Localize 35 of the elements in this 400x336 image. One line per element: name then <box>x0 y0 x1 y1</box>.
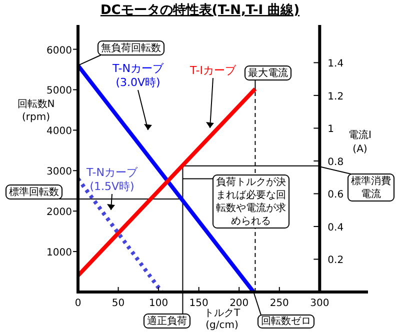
x-tick-label: 100 <box>149 298 168 309</box>
y-axis-title: 回転数N (rpm) <box>17 99 55 123</box>
annotation: 標準消費電流 <box>351 175 391 200</box>
annotation: 無負荷回転数 <box>101 42 161 54</box>
annotation: 適正負荷 <box>147 315 187 327</box>
x-tick-label: 50 <box>112 298 125 309</box>
y2-tick-label: 1 <box>328 124 334 136</box>
x-tick-label: 0 <box>74 298 82 309</box>
y-tick-label: 4000 <box>46 126 72 138</box>
y-tick-label: 2000 <box>46 207 72 218</box>
series-label: T-Nカーブ (1.5V時) <box>86 166 138 193</box>
annotation: 回転数ゼロ <box>261 316 311 327</box>
y2-tick-label: 0.6 <box>328 190 344 201</box>
annotation: 負荷トルクが決まれば必要な回転数や電流が求められる <box>216 176 286 227</box>
y-tick-label: 3000 <box>46 166 72 178</box>
x-tick-label: 250 <box>270 298 289 309</box>
annotation: 標準回転数 <box>6 184 78 200</box>
y-tick-label: 1000 <box>46 248 72 259</box>
chart-title: DCモータの特性表(T-N,T-I 曲線) <box>100 3 300 18</box>
x-tick-label: 150 <box>189 298 208 309</box>
y2-tick-label: 1.2 <box>328 91 344 102</box>
x-tick-label: 300 <box>310 298 330 309</box>
annotation: 標準回転数 <box>9 186 59 198</box>
y2-tick-label: 0.2 <box>328 255 344 266</box>
annotation: 最大電流 <box>248 67 288 79</box>
annotation: 負荷トルクが決まれば必要な回転数や電流が求められる <box>182 174 290 228</box>
annotation: 最大電流 <box>244 66 292 90</box>
x-tick-label: 200 <box>230 298 249 309</box>
y-tick-label: 6000 <box>46 45 72 56</box>
y2-tick-label: 0.8 <box>328 156 344 168</box>
x-axis-title: トルクT (g/cm) <box>204 308 241 331</box>
y2-tick-label: 1.4 <box>328 58 344 70</box>
y2-axis-title: 電流I (A) <box>348 129 372 155</box>
y2-tick-label: 0.4 <box>328 222 344 234</box>
y-tick-label: 5000 <box>46 86 72 97</box>
